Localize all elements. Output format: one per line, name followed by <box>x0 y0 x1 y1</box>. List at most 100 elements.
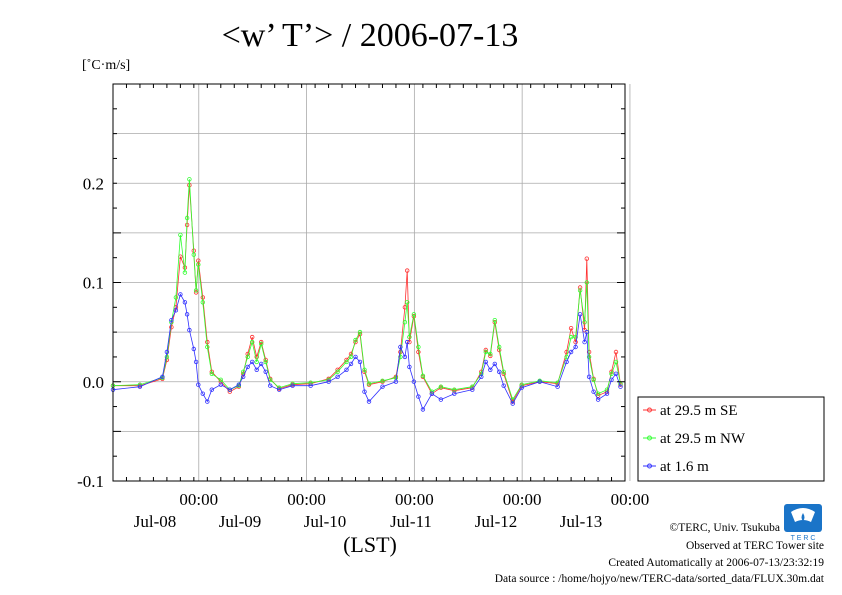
data-point <box>344 359 349 365</box>
data-point <box>254 367 259 372</box>
data-point <box>249 339 255 345</box>
data-point <box>568 349 574 355</box>
data-point <box>263 359 268 365</box>
data-point <box>308 380 313 385</box>
data-point <box>254 354 259 360</box>
data-point <box>335 374 340 379</box>
data-point <box>613 371 619 376</box>
data-point <box>353 337 358 343</box>
terc-logo: T E R C <box>784 504 822 542</box>
data-point <box>196 382 201 387</box>
y-tick-label: 0.2 <box>83 174 104 193</box>
data-point <box>178 292 183 297</box>
data-point <box>326 379 331 384</box>
data-point <box>245 354 250 360</box>
data-point <box>411 312 417 317</box>
data-point <box>353 354 358 360</box>
y-axis-unit-label: [˚C·m/s] <box>82 58 130 73</box>
data-point <box>240 369 246 374</box>
data-point <box>160 374 165 379</box>
data-point <box>218 382 223 387</box>
data-point <box>416 344 421 350</box>
data-point <box>497 344 502 350</box>
series-2 <box>110 177 623 402</box>
data-point <box>254 359 259 365</box>
data-point <box>405 300 410 305</box>
data-point <box>402 354 408 360</box>
data-point <box>519 382 524 387</box>
x-tick-label-date: Jul-09 <box>219 512 262 531</box>
y-tick-label: -0.1 <box>77 472 104 491</box>
data-point <box>196 262 201 267</box>
series-line <box>112 179 621 401</box>
data-point <box>227 387 232 392</box>
data-point <box>173 308 179 313</box>
footer-copyright: ©TERC, Univ. Tsukuba <box>670 522 780 534</box>
data-point <box>205 344 210 350</box>
data-point <box>218 377 223 382</box>
series-3 <box>110 292 623 412</box>
x-axis-label: (LST) <box>343 532 397 557</box>
data-point <box>519 385 524 390</box>
data-point <box>613 349 619 355</box>
data-point <box>470 387 475 392</box>
series-line <box>112 293 621 411</box>
footer-observed: Observed at TERC Tower site <box>686 540 824 552</box>
data-point <box>277 387 282 392</box>
data-point <box>362 389 367 394</box>
data-point <box>497 369 502 374</box>
data-point <box>582 339 587 345</box>
y-tick-label: 0.0 <box>83 373 104 392</box>
chart-title: <w’ T’> / 2006-07-13 <box>222 17 519 54</box>
data-point <box>209 387 214 392</box>
terc-logo-text: T E R C <box>791 535 816 542</box>
data-point <box>407 334 412 340</box>
data-point <box>137 384 143 389</box>
series-line <box>113 185 621 403</box>
data-point <box>357 329 363 335</box>
legend-swatch-marker <box>647 435 652 441</box>
data-point <box>564 349 569 355</box>
legend-swatch-marker <box>647 463 652 469</box>
data-point <box>268 383 273 388</box>
data-point <box>164 354 170 360</box>
data-point <box>366 381 372 386</box>
data-point <box>573 334 578 340</box>
data-point <box>555 384 560 389</box>
data-point <box>398 344 403 350</box>
data-point <box>200 391 205 396</box>
data-point <box>191 346 196 352</box>
legend-label: at 29.5 m NW <box>660 431 746 447</box>
data-point <box>501 369 506 374</box>
y-tick-label: 0.1 <box>83 274 104 293</box>
x-tick-label-date: Jul-12 <box>475 512 518 531</box>
data-point <box>577 285 583 290</box>
data-point <box>584 280 589 285</box>
data-point <box>184 312 190 317</box>
data-point <box>564 359 569 365</box>
data-point <box>193 290 199 295</box>
data-point <box>591 377 596 382</box>
data-point <box>492 361 497 367</box>
data-point <box>178 232 183 238</box>
footer-created: Created Automatically at 2006-07-13/23:3… <box>608 557 824 569</box>
data-point <box>249 334 255 340</box>
data-point <box>187 177 192 182</box>
data-point <box>205 399 210 404</box>
data-point <box>483 349 488 355</box>
data-point <box>344 367 349 372</box>
data-point <box>173 295 179 300</box>
data-point <box>577 312 583 317</box>
x-tick-label-time: 00:00 <box>287 490 326 509</box>
x-tick-label-time: 00:00 <box>179 490 218 509</box>
data-point <box>438 397 444 402</box>
data-point <box>483 359 488 365</box>
data-point <box>209 371 214 376</box>
data-point <box>164 349 170 355</box>
data-point <box>595 391 601 396</box>
data-point <box>429 391 435 396</box>
data-point <box>348 354 354 360</box>
data-point <box>191 252 196 257</box>
